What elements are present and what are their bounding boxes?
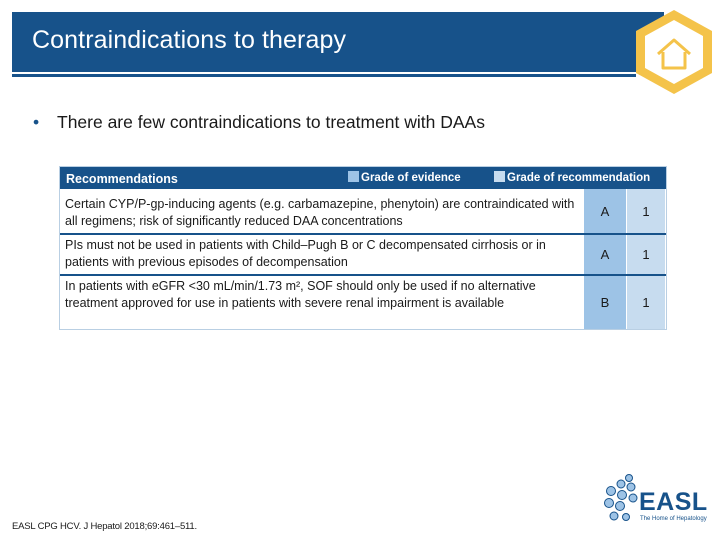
title-underline [12,74,636,77]
grade-evidence-cell: A [584,189,626,233]
bullet-point: • There are few contraindications to trea… [33,112,485,133]
grade-recommendation-cell: 1 [627,235,665,274]
recommendations-heading: Recommendations [66,172,178,186]
row-divider [60,274,666,276]
grade-recommendation-cell: 1 [627,189,665,233]
bullet-marker: • [33,112,40,132]
slide-title: Contraindications to therapy [32,26,347,54]
easl-logo-mark-icon [604,474,638,521]
legend-grade-recommendation: Grade of recommendation [494,171,650,184]
reference-footnote: EASL CPG HCV. J Hepatol 2018;69:461–511. [12,521,197,532]
recommendation-swatch [494,171,505,182]
home-icon[interactable] [634,8,714,96]
easl-logo: EASL The Home of Hepatology [603,474,711,530]
evidence-swatch [348,171,359,182]
title-bar: Contraindications to therapy [12,12,664,72]
bullet-text: There are few contraindications to treat… [57,112,485,132]
table-row: Certain CYP/P-gp-inducing agents (e.g. c… [60,189,666,233]
easl-logo-text: EASL [639,488,708,516]
legend-evidence-label: Grade of evidence [361,172,461,184]
easl-logo-tagline: The Home of Hepatology [640,516,707,522]
grade-recommendation-cell: 1 [627,276,665,329]
grade-evidence-cell: B [584,276,626,329]
recommendation-text: PIs must not be used in patients with Ch… [65,238,546,269]
table-header: Recommendations Grade of evidence Grade … [60,167,666,189]
recommendation-text: Certain CYP/P-gp-inducing agents (e.g. c… [65,197,575,228]
recommendations-table: Recommendations Grade of evidence Grade … [59,166,667,330]
table-row: PIs must not be used in patients with Ch… [60,235,666,274]
recommendation-text: In patients with eGFR <30 mL/min/1.73 m²… [65,279,536,310]
legend-grade-evidence: Grade of evidence [348,171,461,184]
legend-recommendation-label: Grade of recommendation [507,172,651,184]
table-row: In patients with eGFR <30 mL/min/1.73 m²… [60,276,666,329]
row-divider [60,233,666,235]
grade-evidence-cell: A [584,235,626,274]
